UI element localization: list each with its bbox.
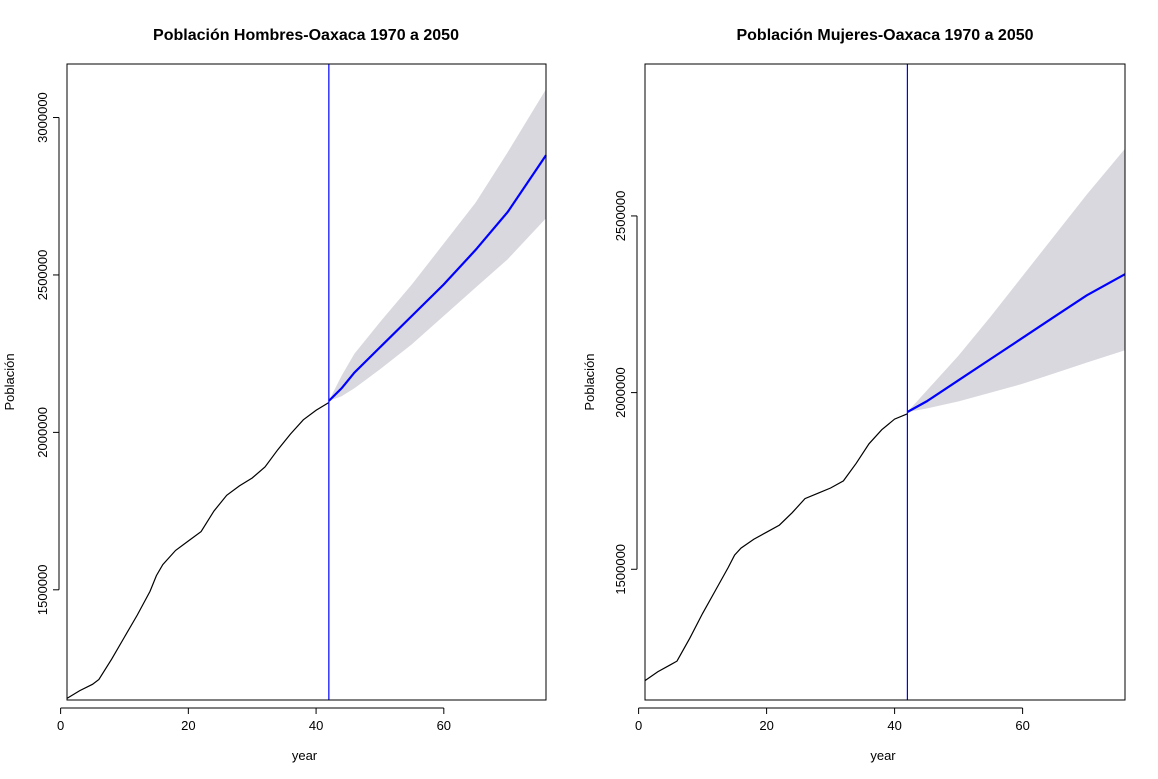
plot-frame	[66, 63, 547, 701]
x-tick-label: 60	[437, 718, 451, 733]
forecast-series-line	[906, 273, 1126, 413]
panel-hombres: 0 20 40 60 1500000 2000000 2500000 3000000 Pobla…	[2, 27, 547, 763]
y-tick-label: 2000000	[613, 367, 628, 418]
x-axis-label: year	[870, 748, 896, 763]
observed-series-line	[66, 401, 330, 699]
y-tick-label: 2000000	[35, 407, 50, 458]
y-tick-label: 1500000	[613, 544, 628, 595]
x-tick-label: 0	[635, 718, 642, 733]
prediction-interval-band	[328, 89, 546, 401]
plot-frame	[644, 63, 1126, 701]
x-tick-label: 20	[759, 718, 773, 733]
y-axis-label: Población	[2, 353, 17, 410]
y-tick-label: 2500000	[613, 191, 628, 242]
x-tick-label: 60	[1015, 718, 1029, 733]
forecast-series-line	[328, 154, 547, 402]
x-tick-label: 40	[309, 718, 323, 733]
y-axis-label: Población	[582, 353, 597, 410]
x-tick-label: 0	[57, 718, 64, 733]
panel-mujeres: 0 20 40 60 1500000 2000000 2500000 Población Mu…	[582, 27, 1126, 763]
chart-title: Población Mujeres-Oaxaca 1970 a 2050	[736, 27, 1033, 44]
y-tick-label: 3000000	[35, 92, 50, 143]
y-tick-label: 2500000	[35, 250, 50, 301]
y-tick-label: 1500000	[35, 564, 50, 615]
x-axis-label: year	[292, 748, 318, 763]
observed-series-line	[644, 413, 908, 682]
chart-title: Población Hombres-Oaxaca 1970 a 2050	[153, 27, 459, 44]
prediction-interval-band	[907, 148, 1125, 413]
x-tick-label: 20	[181, 718, 195, 733]
x-tick-label: 40	[887, 718, 901, 733]
